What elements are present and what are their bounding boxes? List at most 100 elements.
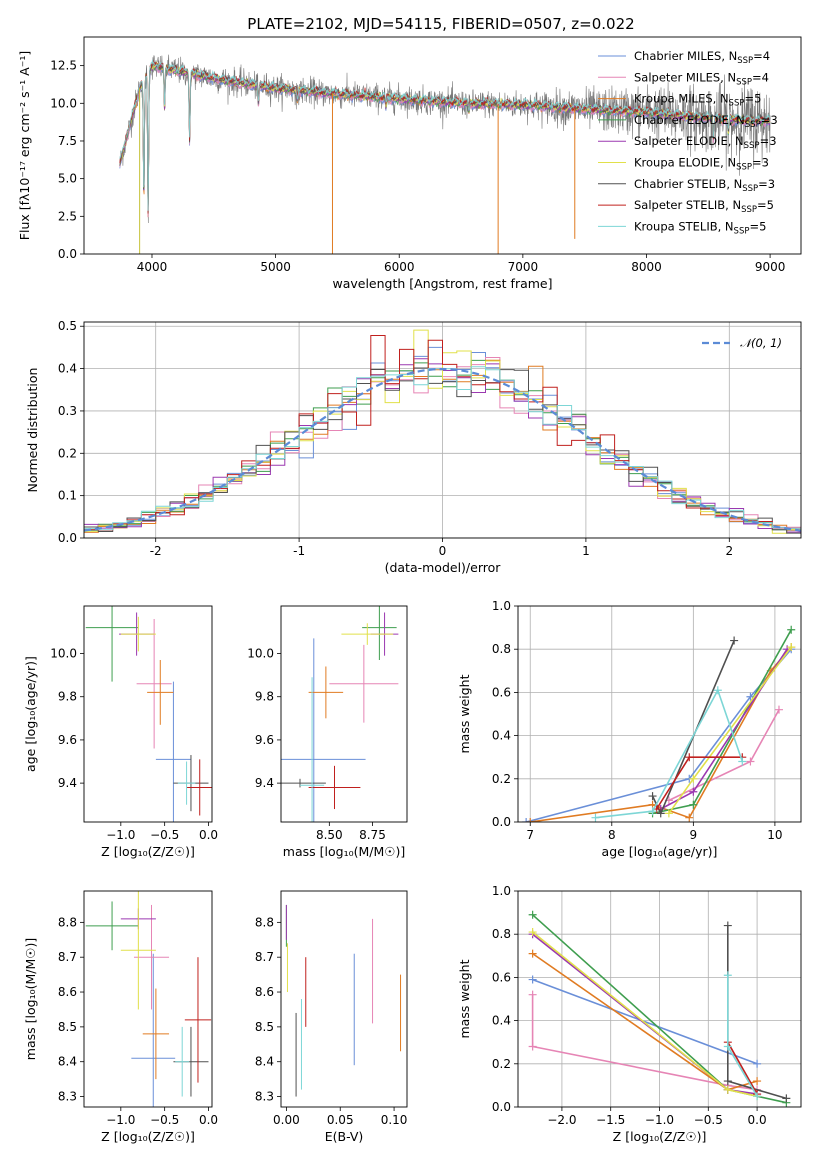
errorbar-salpeter-stelib [308, 765, 361, 810]
series-line [727, 1041, 758, 1095]
y-axis-label: Normed distribution [25, 368, 40, 493]
legend-label: Kroupa ELODIE, NSSP=3 [634, 156, 769, 173]
series-marker [774, 705, 783, 714]
series-marker [664, 809, 673, 818]
series-marker [753, 1059, 762, 1068]
series-line [531, 994, 758, 1091]
legend-label: Kroupa STELIB, NSSP=5 [634, 219, 766, 236]
y-axis-label: Flux [fλ10⁻¹⁷ erg cm⁻² s⁻¹ A⁻¹] [17, 51, 32, 240]
legend-entry-salpeter-stelib: Salpeter STELIB, NSSP=5 [598, 198, 774, 215]
series-marker [528, 910, 537, 919]
x-tick-label: 10 [767, 828, 782, 842]
x-tick-label: 0.0 [199, 828, 218, 842]
y-tick-label: 8.4 [58, 1055, 77, 1069]
legend-entry-salpeter-elodie: Salpeter ELODIE, NSSP=3 [598, 134, 777, 151]
errorbar-kroupa-stelib [175, 1026, 190, 1097]
y-tick-label: 8.8 [255, 915, 274, 929]
series-marker [528, 928, 537, 937]
histogram-salpeter-stelib [84, 335, 801, 531]
y-axis-label: mass weight [457, 959, 472, 1038]
y-tick-label: 0.5 [58, 319, 77, 333]
x-tick-label: 0.0 [748, 1113, 767, 1127]
errorbar-chabrier-miles [155, 681, 191, 822]
y-axis-label: mass weight [457, 674, 472, 753]
series-marker [723, 1042, 732, 1051]
x-tick-label: −1.0 [645, 1113, 674, 1127]
x-tick-label: -1 [293, 544, 305, 558]
y-tick-label: 9.6 [58, 733, 77, 747]
plot-area-age_vs_mass [281, 606, 399, 822]
plot-area-residuals [84, 322, 801, 538]
x-tick-label: 2 [725, 544, 733, 558]
x-tick-label: 6000 [384, 260, 415, 274]
y-tick-label: 10.0 [247, 647, 274, 661]
series-marker [782, 1094, 791, 1103]
legend-label: Chabrier ELODIE, NSSP=3 [634, 113, 778, 130]
x-tick-label: −0.5 [150, 828, 179, 842]
y-tick-label: 0.2 [492, 772, 511, 786]
legend-label: Chabrier STELIB, NSSP=3 [634, 177, 775, 194]
series-marker [685, 753, 694, 762]
plot-area-age_vs_Z [85, 606, 212, 822]
series-marker [787, 643, 796, 652]
x-tick-label: 8000 [631, 260, 662, 274]
y-tick-label: 0.8 [492, 642, 511, 656]
y-tick-label: 8.8 [58, 915, 77, 929]
series-marker [528, 949, 537, 958]
x-tick-label: 8 [608, 828, 616, 842]
y-tick-label: 8.6 [255, 985, 274, 999]
legend-entry-kroupa-elodie: Kroupa ELODIE, NSSP=3 [598, 156, 769, 173]
series-marker [746, 757, 755, 766]
panel-mass_vs_Z: −1.0 −0.5 0.0 8.3 8.4 8.5 8.6 8.7 8.8 Z [log₁₀(Z/… [23, 890, 218, 1144]
series-kroupa-miles [526, 643, 796, 822]
plot-area-mass_vs_Z [85, 891, 212, 1107]
errorbar-kroupa-elodie [120, 891, 156, 1010]
series-kroupa-elodie [528, 928, 762, 1101]
y-tick-label: 0.0 [58, 247, 77, 261]
errorbar-chabrier-stelib [281, 778, 326, 788]
y-tick-label: 0.4 [492, 1014, 511, 1028]
series-kroupa-stelib [723, 971, 762, 1101]
x-tick-label: 0.0 [199, 1113, 218, 1127]
x-tick-label: -2 [150, 544, 162, 558]
errorbar-kroupa-stelib [299, 677, 325, 822]
legend-label: Salpeter MILES, NSSP=4 [634, 70, 769, 87]
panel-age_vs_Z: −1.0 −0.5 0.0 9.4 9.6 9.8 10.0 Z [log₁₀(Z/Z☉)] a… [23, 605, 218, 859]
y-tick-label: 8.6 [58, 985, 77, 999]
legend-entry-chabrier-stelib: Chabrier STELIB, NSSP=3 [598, 177, 775, 194]
legend-label: Salpeter STELIB, NSSP=5 [634, 198, 774, 215]
axes-frame [83, 605, 213, 823]
y-tick-label: 8.4 [255, 1055, 274, 1069]
legend-label: Salpeter ELODIE, NSSP=3 [634, 134, 777, 151]
legend-entry-normal: 𝒩(0, 1) [702, 336, 782, 350]
axes-frame [280, 890, 408, 1108]
x-tick-label: 9000 [755, 260, 786, 274]
y-tick-label: 0.3 [58, 404, 77, 418]
y-tick-label: 12.5 [50, 59, 77, 73]
axes-frame [83, 36, 802, 255]
y-tick-label: 8.7 [255, 950, 274, 964]
y-tick-label: 2.5 [58, 209, 77, 223]
series-marker [591, 813, 600, 822]
errorbar-chabrier-elodie [85, 606, 139, 682]
axes-frame [517, 605, 802, 823]
errorbar-salpeter-miles [136, 618, 172, 749]
y-tick-label: 0.4 [492, 729, 511, 743]
x-axis-label: mass [log₁₀(M/M☉)] [283, 844, 405, 859]
y-tick-label: 0.0 [492, 815, 511, 829]
x-tick-label: 0 [439, 544, 447, 558]
y-tick-label: 0.4 [58, 362, 77, 376]
series-marker [787, 625, 796, 634]
y-tick-label: 7.5 [58, 134, 77, 148]
series-marker [689, 800, 698, 809]
x-tick-label: 5000 [260, 260, 291, 274]
panel-age_vs_mass: 8.50 8.75 9.4 9.6 9.8 10.0 mass [log₁₀(M/M☉)] [247, 605, 408, 859]
errorbar-salpeter-miles [329, 644, 399, 723]
x-tick-label: −0.5 [694, 1113, 723, 1127]
series-line [652, 629, 792, 815]
series-line [595, 688, 744, 819]
x-axis-label: (data-model)/error [385, 560, 502, 575]
series-marker [689, 787, 698, 796]
normal-curve [84, 367, 801, 532]
